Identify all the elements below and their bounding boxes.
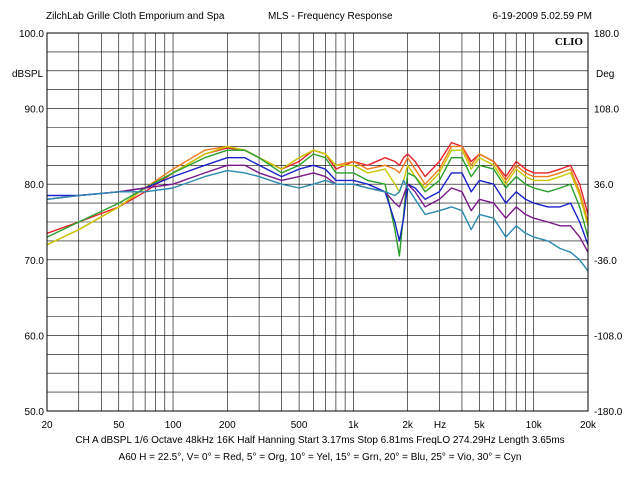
x-tick-label: 200 [219, 420, 236, 431]
y-tick-label: 50.0 [25, 407, 45, 418]
measurement-settings: CH A dBSPL 1/6 Octave 48kHz 16K Half Han… [75, 435, 565, 446]
x-tick-label: 20k [580, 420, 597, 431]
grid [46, 32, 589, 412]
y2-tick-label: 108.0 [594, 105, 619, 116]
y-tick-label: 100.0 [19, 29, 44, 40]
series-line-cyn [46, 169, 589, 272]
x-axis-unit: Hz [434, 420, 446, 431]
x-tick-label: 1k [348, 420, 360, 431]
series-line-red [46, 141, 589, 234]
x-tick-label: 10k [526, 420, 543, 431]
y-axis-unit-left: dBSPL [12, 69, 44, 80]
series-line-org [46, 145, 589, 246]
series-group [46, 141, 589, 272]
header-left: ZilchLab Grille Cloth Emporium and Spa [46, 11, 225, 22]
x-tick-label: 500 [291, 420, 308, 431]
y2-tick-label: 36.0 [594, 180, 614, 191]
plot-frame [46, 32, 589, 412]
header-timestamp: 6-19-2009 5.02.59 PM [492, 11, 592, 22]
y-tick-label: 80.0 [25, 180, 45, 191]
y-axis-unit-right: Deg [596, 69, 614, 80]
x-tick-label: 50 [113, 420, 125, 431]
chart-title: MLS - Frequency Response [268, 11, 393, 22]
y2-tick-label: -36.0 [594, 256, 617, 267]
y2-tick-label: -108.0 [594, 331, 623, 342]
y-tick-label: 90.0 [25, 105, 45, 116]
axis-ticks: 20 50 100 200 500 1k 2k 5k 10k 20k 100.0 90.0 80.0 70… [19, 29, 623, 431]
y-tick-label: 70.0 [25, 256, 45, 267]
y-tick-label: 60.0 [25, 331, 45, 342]
x-tick-label: 5k [474, 420, 486, 431]
x-tick-label: 2k [402, 420, 414, 431]
clio-label: CLIO [555, 36, 584, 48]
legend-text: A60 H = 22.5°, V= 0° = Red, 5° = Org, 10… [118, 452, 522, 463]
x-tick-label: 20 [41, 420, 53, 431]
series-line-grn [46, 149, 589, 257]
series-line-blu [47, 156, 589, 245]
series-line-yel [46, 145, 589, 246]
x-tick-label: 100 [165, 420, 182, 431]
series-line-vio [46, 164, 589, 253]
y2-tick-label: -180.0 [594, 407, 623, 418]
y2-tick-label: 180.0 [594, 29, 619, 40]
